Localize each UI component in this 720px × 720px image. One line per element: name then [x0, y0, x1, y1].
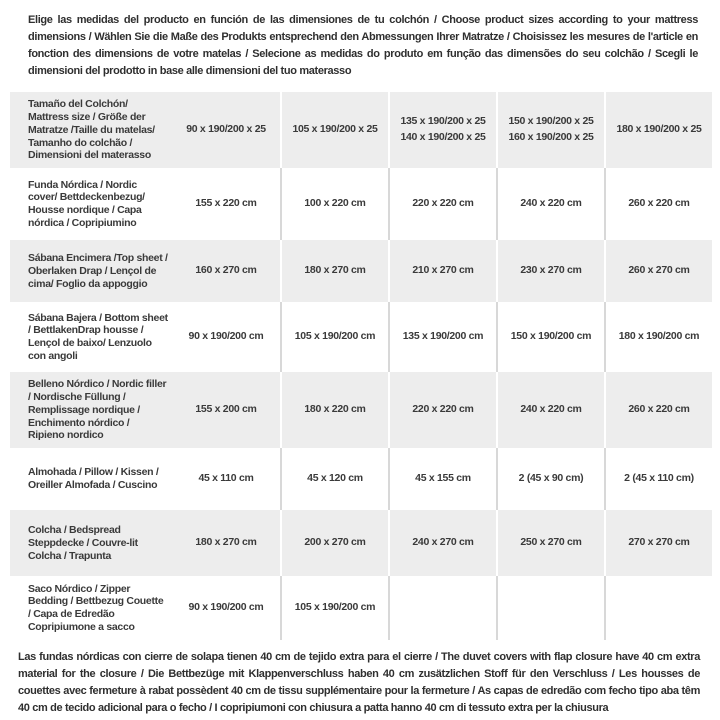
- table-row-nordic-cover: Funda Nórdica / Nordic cover/ Bettdecken…: [10, 168, 712, 241]
- size-cell: 135 x 190/200 x 25 140 x 190/200 x 25: [388, 92, 496, 169]
- table-row-pillow: Almohada / Pillow / Kissen / Oreiller Al…: [10, 448, 712, 511]
- size-cell: [604, 576, 712, 641]
- row-label: Sábana Encimera /Top sheet / Oberlaken D…: [28, 251, 168, 290]
- size-table: Tamaño del Colchón/ Mattress size / Größ…: [10, 92, 712, 641]
- size-cell: 220 x 220 cm: [388, 168, 496, 241]
- size-cell: 260 x 270 cm: [604, 240, 712, 303]
- size-cell: 100 x 220 cm: [280, 168, 388, 241]
- row-label: Tamaño del Colchón/ Mattress size / Größ…: [28, 98, 155, 162]
- size-cell: 2 (45 x 110 cm): [604, 448, 712, 511]
- intro-text: Elige las medidas del producto en funció…: [28, 14, 698, 78]
- size-cell: 45 x 120 cm: [280, 448, 388, 511]
- row-label: Belleno Nórdico / Nordic filler / Nordis…: [28, 378, 167, 442]
- size-cell: 45 x 110 cm: [198, 472, 254, 485]
- size-cell: 220 x 220 cm: [388, 372, 496, 449]
- size-cell: 150 x 190/200 cm: [496, 302, 604, 373]
- size-cell: 105 x 190/200 cm: [280, 576, 388, 641]
- size-cell: 105 x 190/200 x 25: [280, 92, 388, 169]
- table-row-bottom-sheet: Sábana Bajera / Bottom sheet / Bettlaken…: [10, 302, 712, 373]
- size-cell: 90 x 190/200 cm: [188, 601, 264, 614]
- size-cell: 250 x 270 cm: [496, 510, 604, 577]
- size-cell: 230 x 270 cm: [496, 240, 604, 303]
- row-label: Sábana Bajera / Bottom sheet / Bettlaken…: [28, 311, 168, 362]
- size-cell: 210 x 270 cm: [388, 240, 496, 303]
- table-row-top-sheet: Sábana Encimera /Top sheet / Oberlaken D…: [10, 240, 712, 303]
- table-row-mattress-size: Tamaño del Colchón/ Mattress size / Größ…: [10, 92, 712, 169]
- size-cell: 2 (45 x 90 cm): [496, 448, 604, 511]
- size-cell: 45 x 155 cm: [388, 448, 496, 511]
- size-cell: 90 x 190/200 cm: [188, 330, 264, 343]
- size-cell: [496, 576, 604, 641]
- size-cell: 180 x 270 cm: [280, 240, 388, 303]
- size-cell: 270 x 270 cm: [604, 510, 712, 577]
- size-cell: 105 x 190/200 cm: [280, 302, 388, 373]
- size-cell: 180 x 190/200 cm: [604, 302, 712, 373]
- size-cell: 180 x 190/200 x 25: [604, 92, 712, 169]
- size-cell: 180 x 220 cm: [280, 372, 388, 449]
- size-cell: 200 x 270 cm: [280, 510, 388, 577]
- table-row-nordic-filler: Belleno Nórdico / Nordic filler / Nordis…: [10, 372, 712, 449]
- table-row-zipper-bedding: Saco Nórdico / Zipper Bedding / Bettbezu…: [10, 576, 712, 641]
- row-label: Funda Nórdica / Nordic cover/ Bettdecken…: [28, 178, 145, 229]
- size-cell: 260 x 220 cm: [604, 168, 712, 241]
- size-cell: 155 x 220 cm: [195, 197, 257, 210]
- row-label: Almohada / Pillow / Kissen / Oreiller Al…: [28, 466, 159, 492]
- size-cell: 240 x 270 cm: [388, 510, 496, 577]
- size-cell: 260 x 220 cm: [604, 372, 712, 449]
- size-cell: 135 x 190/200 cm: [388, 302, 496, 373]
- size-cell: 160 x 270 cm: [195, 264, 257, 277]
- size-cell: 90 x 190/200 x 25: [186, 123, 266, 136]
- row-label: Colcha / Bedspread Steppdecke / Couvre-l…: [28, 523, 138, 562]
- footnote-text: Las fundas nórdicas con cierre de solapa…: [18, 651, 700, 715]
- size-cell: 155 x 200 cm: [195, 403, 257, 416]
- size-cell: 150 x 190/200 x 25 160 x 190/200 x 25: [496, 92, 604, 169]
- table-row-bedspread: Colcha / Bedspread Steppdecke / Couvre-l…: [10, 510, 712, 577]
- size-cell: 240 x 220 cm: [496, 168, 604, 241]
- row-label: Saco Nórdico / Zipper Bedding / Bettbezu…: [28, 582, 164, 633]
- size-cell: [388, 576, 496, 641]
- size-cell: 180 x 270 cm: [195, 536, 257, 549]
- size-cell: 240 x 220 cm: [496, 372, 604, 449]
